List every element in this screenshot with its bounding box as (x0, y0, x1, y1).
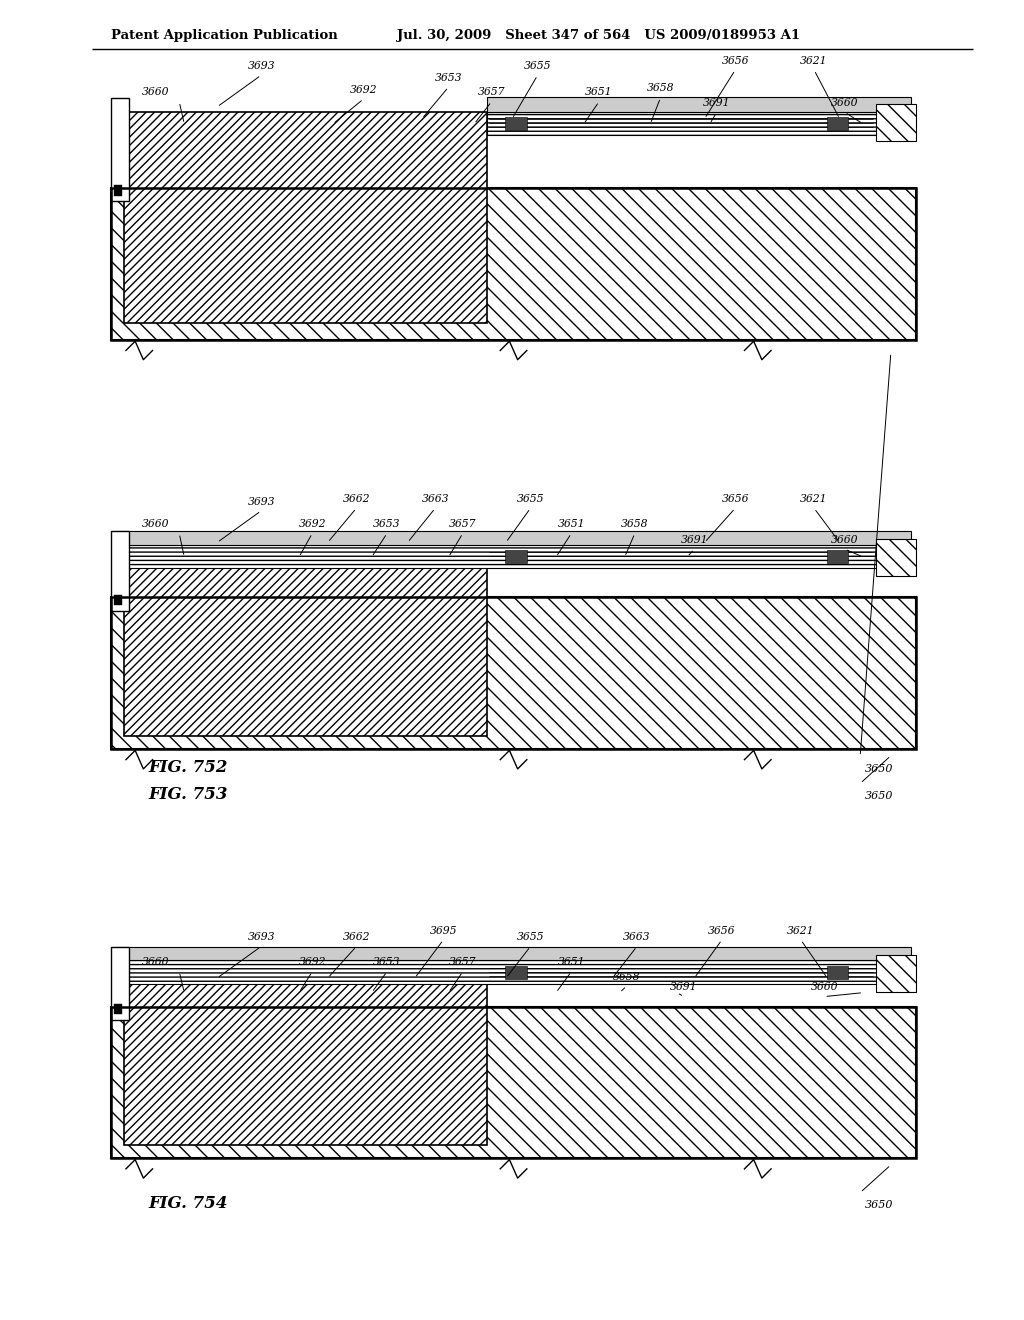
Bar (124, 544, 487, 737)
Text: 3621: 3621 (801, 494, 827, 504)
Bar (116, 961, 911, 985)
Text: 3663: 3663 (422, 494, 449, 504)
Text: 3657: 3657 (450, 519, 476, 529)
Text: 3660: 3660 (142, 87, 169, 98)
Text: 3621: 3621 (787, 925, 814, 936)
Bar (111, 1006, 916, 1159)
Text: 3660: 3660 (142, 957, 169, 968)
Bar (876, 103, 916, 140)
Text: 3660: 3660 (831, 535, 858, 545)
Bar (487, 112, 911, 135)
Bar (114, 186, 122, 195)
Text: 3657: 3657 (450, 957, 476, 968)
Text: 3655: 3655 (524, 61, 551, 71)
Text: 3653: 3653 (374, 957, 400, 968)
Bar (505, 966, 527, 979)
Bar (124, 544, 487, 737)
Text: 3651: 3651 (586, 87, 612, 98)
Bar (124, 112, 487, 322)
Bar (116, 544, 911, 568)
Bar (116, 531, 911, 544)
Bar (827, 966, 848, 979)
Text: 3651: 3651 (558, 519, 585, 529)
Text: 3656: 3656 (709, 925, 735, 936)
Text: 3655: 3655 (517, 932, 544, 942)
Text: 3653: 3653 (374, 519, 400, 529)
Bar (111, 531, 129, 610)
Bar (111, 948, 129, 1020)
Bar (116, 961, 911, 985)
Text: 3663: 3663 (624, 932, 650, 942)
Text: FIG. 754: FIG. 754 (148, 1196, 228, 1213)
Text: 3651: 3651 (558, 957, 585, 968)
Text: 3660: 3660 (811, 982, 838, 993)
Bar (114, 1003, 122, 1014)
Bar (505, 549, 527, 562)
Text: 3691: 3691 (681, 535, 708, 545)
Text: 3655: 3655 (517, 494, 544, 504)
Text: 3656: 3656 (722, 55, 749, 66)
Bar (876, 956, 916, 993)
Text: 3695: 3695 (430, 925, 457, 936)
Text: 3691: 3691 (703, 98, 730, 108)
Bar (124, 544, 487, 737)
Text: 3658: 3658 (613, 972, 640, 982)
Text: 3658: 3658 (622, 519, 648, 529)
Bar (487, 98, 911, 112)
Text: 3658: 3658 (647, 83, 674, 94)
Text: 3657: 3657 (478, 87, 505, 98)
Bar (505, 116, 527, 131)
Text: 3692: 3692 (299, 957, 326, 968)
Text: 3693: 3693 (248, 61, 274, 71)
Bar (124, 112, 487, 322)
Bar (111, 187, 916, 339)
Text: 3650: 3650 (865, 1200, 894, 1210)
Bar (116, 961, 911, 985)
Text: 3660: 3660 (142, 519, 169, 529)
Text: 3650: 3650 (865, 764, 894, 775)
Bar (487, 112, 911, 135)
Bar (876, 539, 916, 576)
Text: 3691: 3691 (671, 982, 697, 993)
Text: 3660: 3660 (831, 98, 858, 108)
Text: 3662: 3662 (343, 932, 370, 942)
Bar (116, 544, 911, 568)
Bar (111, 597, 916, 750)
Bar (111, 187, 916, 339)
Text: Patent Application Publication: Patent Application Publication (111, 29, 337, 42)
Bar (876, 103, 916, 140)
Text: Jul. 30, 2009   Sheet 347 of 564   US 2009/0189953 A1: Jul. 30, 2009 Sheet 347 of 564 US 2009/0… (397, 29, 801, 42)
Bar (124, 112, 487, 322)
Text: 3693: 3693 (248, 496, 274, 507)
Text: 3656: 3656 (722, 494, 749, 504)
Text: FIG. 753: FIG. 753 (148, 787, 228, 804)
Text: 3662: 3662 (343, 494, 370, 504)
Bar (124, 961, 487, 1144)
Bar (116, 544, 911, 568)
Bar (487, 112, 911, 135)
Bar (116, 948, 911, 961)
Text: 3653: 3653 (435, 73, 462, 83)
Bar (876, 956, 916, 993)
Bar (827, 116, 848, 131)
Text: 3621: 3621 (801, 55, 827, 66)
Text: 3692: 3692 (299, 519, 326, 529)
Bar (827, 549, 848, 562)
Text: FIG. 752: FIG. 752 (148, 759, 228, 776)
Bar (124, 961, 487, 1144)
Text: 3693: 3693 (248, 932, 274, 942)
Text: 3692: 3692 (350, 84, 377, 95)
Bar (111, 1006, 916, 1159)
Bar (111, 98, 129, 201)
Bar (124, 961, 487, 1144)
Bar (114, 594, 122, 605)
Bar (876, 539, 916, 576)
Text: 3650: 3650 (865, 791, 894, 801)
Bar (111, 597, 916, 750)
